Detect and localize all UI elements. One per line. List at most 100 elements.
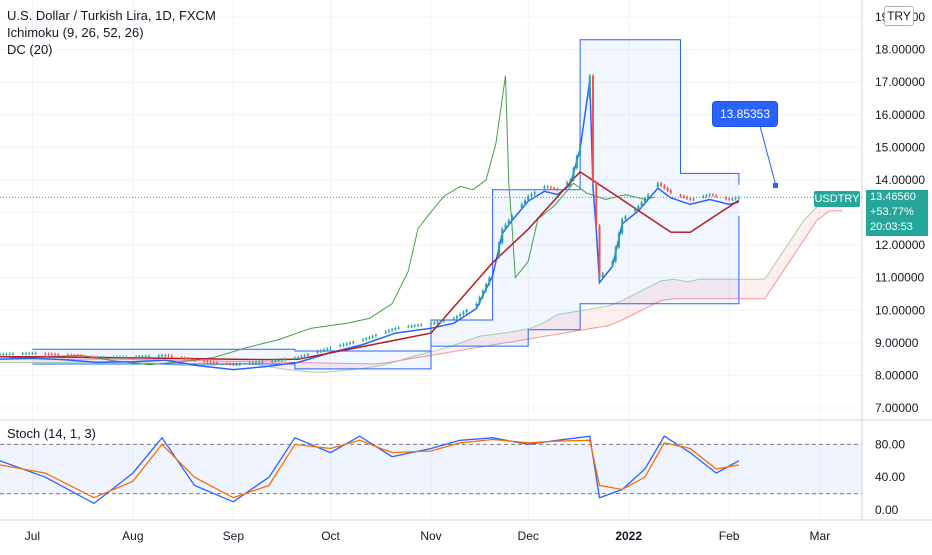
candle-body <box>164 355 167 357</box>
callout-connector <box>759 125 777 187</box>
x-tick-label: Oct <box>321 529 340 543</box>
currency-button[interactable]: TRY <box>884 6 914 26</box>
candle-body <box>280 359 283 361</box>
candle-body <box>28 353 31 355</box>
candle-body <box>647 194 650 199</box>
candle-body <box>737 197 740 199</box>
candle-body <box>598 225 601 278</box>
candle-body <box>530 194 533 197</box>
stoch-legend[interactable]: Stoch (14, 1, 3) <box>7 426 96 441</box>
candle-body <box>118 357 121 359</box>
candle-body <box>462 312 465 315</box>
candle-body <box>520 204 523 208</box>
candle-body <box>394 328 397 330</box>
candle-body <box>115 357 118 359</box>
stoch-y-tick: 40.00 <box>875 470 905 484</box>
candle-body <box>452 318 455 320</box>
candle-body <box>455 316 458 319</box>
candle-body <box>407 326 410 328</box>
candle-body <box>413 325 416 327</box>
candle-body <box>0 354 1 356</box>
candle-body <box>102 357 105 359</box>
candle-body <box>251 362 254 364</box>
candle-body <box>11 353 14 355</box>
x-tick-label: Dec <box>518 529 539 543</box>
candle-body <box>711 194 714 196</box>
candle-body <box>634 208 637 212</box>
candle-body <box>533 192 536 195</box>
candle-body <box>206 361 209 363</box>
candle-body <box>361 339 364 341</box>
candle-body <box>50 354 53 356</box>
candle-body <box>24 353 27 355</box>
candle-body <box>44 353 47 355</box>
candle-body <box>122 357 125 359</box>
candle-body <box>112 357 115 359</box>
candle-body <box>501 228 504 243</box>
stochastic-pane <box>0 435 862 505</box>
candle-body <box>284 359 287 361</box>
candle-body <box>8 353 11 355</box>
grid-lines <box>0 0 862 520</box>
ichimoku-cloud <box>0 204 843 373</box>
candle-body <box>439 321 442 323</box>
candle-body <box>141 356 144 358</box>
candle-body <box>209 361 212 363</box>
candle-body <box>274 360 277 362</box>
candle-body <box>180 357 183 359</box>
candle-body <box>504 224 507 229</box>
ichimoku-legend[interactable]: Ichimoku (9, 26, 52, 26) <box>7 25 144 40</box>
candle-body <box>238 364 241 366</box>
candle-body <box>5 354 8 356</box>
candle-body <box>556 188 559 190</box>
leading-span-a <box>0 204 843 373</box>
candle-body <box>572 167 575 180</box>
candle-body <box>734 197 737 199</box>
candle-body <box>135 356 138 358</box>
candle-body <box>728 198 731 200</box>
x-tick-label: Sep <box>223 529 245 543</box>
candle-body <box>611 261 614 266</box>
candle-body <box>261 362 264 364</box>
candle-body <box>686 197 689 199</box>
candle-body <box>614 247 617 262</box>
candle-body <box>430 323 432 325</box>
candle-body <box>410 325 413 327</box>
candle-body <box>157 355 160 357</box>
candle-body <box>96 357 99 359</box>
y-tick-label: 7.00000 <box>875 401 919 415</box>
x-tick-label: 2022 <box>615 529 642 543</box>
candle-body <box>682 196 685 198</box>
candle-body <box>80 355 83 357</box>
candle-body <box>417 325 420 327</box>
x-tick-label: Feb <box>719 529 740 543</box>
candle-body <box>624 216 627 220</box>
candle-body <box>371 336 374 338</box>
y-tick-label: 12.00000 <box>875 238 925 252</box>
candle-body <box>485 284 488 291</box>
candle-body <box>193 359 196 361</box>
candle-body <box>523 200 526 205</box>
dc-legend[interactable]: DC (20) <box>7 42 53 57</box>
candle-body <box>271 360 274 362</box>
candle-body <box>692 198 695 200</box>
candle-body <box>511 215 514 221</box>
candle-body <box>161 355 164 357</box>
candle-body <box>326 348 329 350</box>
price-callout[interactable]: 13.85353 <box>713 102 777 126</box>
candle-body <box>21 353 24 355</box>
candle-body <box>99 357 102 359</box>
candle-body <box>656 183 659 187</box>
candle-body <box>527 196 530 201</box>
candle-body <box>92 356 95 358</box>
candle-body <box>316 351 319 353</box>
y-tick-label: 17.00000 <box>875 75 925 89</box>
candle-body <box>488 277 491 285</box>
candle-body <box>365 338 368 340</box>
leading-span-b <box>0 210 843 365</box>
y-tick-label: 14.00000 <box>875 173 925 187</box>
candle-body <box>663 185 666 189</box>
candle-body <box>342 344 345 346</box>
